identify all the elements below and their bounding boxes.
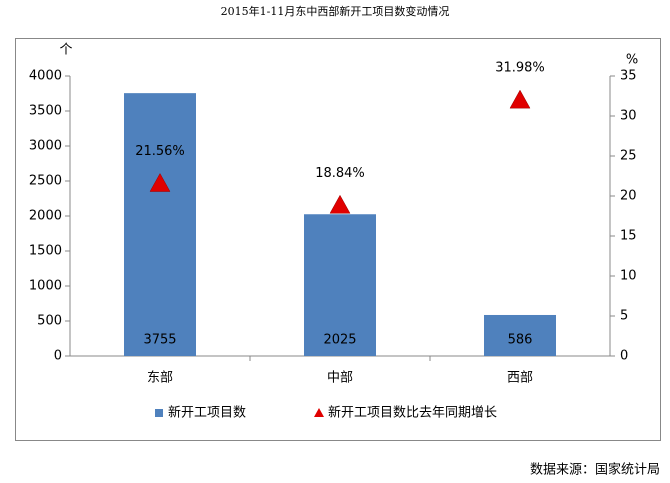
y2-tick-label: 25 [620, 149, 637, 164]
x-tick-label: 东部 [147, 371, 173, 386]
y-tick-label: 2000 [29, 209, 62, 224]
y-tick-label: 0 [54, 349, 62, 364]
source: 数据来源：国家统计局 [530, 462, 660, 478]
y-tick-label: 1500 [29, 244, 62, 259]
bar [304, 214, 376, 356]
y2-tick-label: 0 [620, 349, 628, 364]
y-axis-unit: 个 [59, 43, 72, 58]
bar [124, 93, 196, 357]
bar [484, 314, 556, 356]
y-tick-label: 3000 [29, 139, 62, 154]
y2-tick-label: 20 [620, 189, 637, 204]
chart-frame [15, 38, 661, 441]
y2-axis-unit: % [626, 53, 638, 68]
triangle-marker [329, 194, 351, 214]
y2-tick-label: 35 [620, 69, 637, 84]
triangle-marker [149, 173, 171, 192]
y-tick-label: 3500 [29, 104, 62, 119]
marker-value-label: 18.84% [315, 166, 365, 181]
y2-tick-label: 30 [620, 109, 637, 124]
bar-value-label: 3755 [143, 333, 176, 348]
legend-swatch [155, 409, 163, 417]
bar-value-label: 586 [508, 333, 533, 348]
chart-title: 2015年1-11月东中西部新开工项目数变动情况 [221, 4, 450, 18]
x-tick-label: 西部 [507, 371, 533, 386]
legend-label: 新开工项目数比去年同期增长 [328, 405, 497, 421]
y2-tick-label: 15 [620, 229, 637, 244]
y2-tick-label: 5 [620, 309, 628, 324]
y-tick-label: 2500 [29, 174, 62, 189]
y2-tick-label: 10 [620, 269, 637, 284]
marker-value-label: 31.98% [495, 61, 545, 76]
y-tick-label: 500 [37, 314, 62, 329]
bar-value-label: 2025 [323, 333, 356, 348]
x-tick-label: 中部 [327, 371, 353, 386]
triangle-marker [509, 89, 531, 109]
y-tick-label: 4000 [29, 69, 62, 84]
legend-swatch [314, 408, 324, 417]
marker-value-label: 21.56% [135, 144, 185, 159]
legend-label: 新开工项目数 [168, 405, 246, 421]
y-tick-label: 1000 [29, 279, 62, 294]
